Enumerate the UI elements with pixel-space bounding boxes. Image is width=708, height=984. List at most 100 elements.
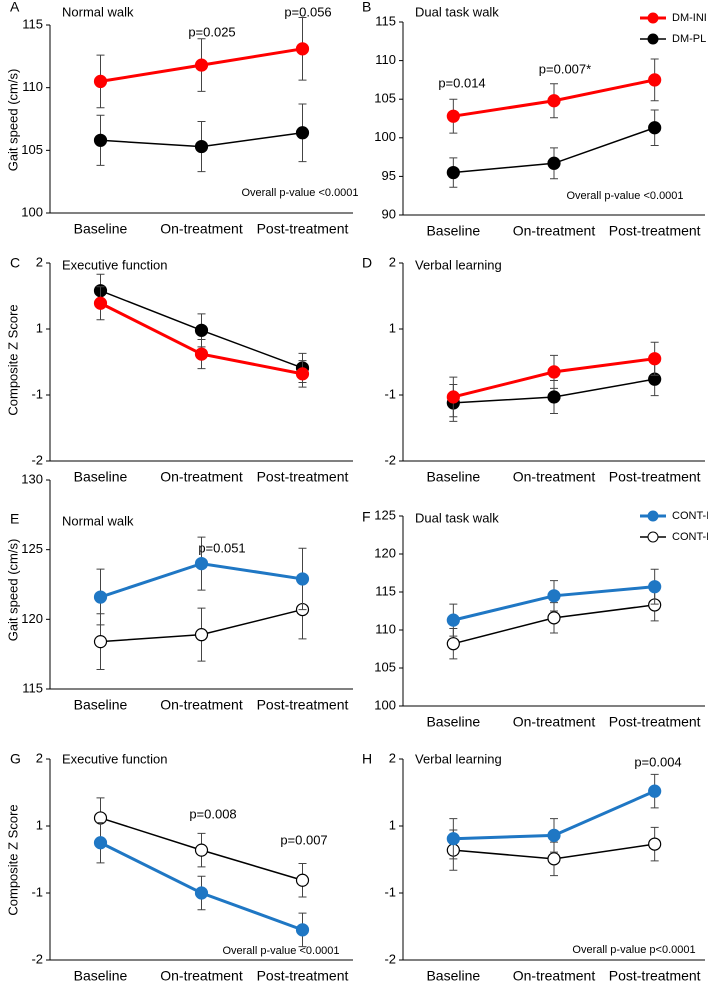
x-tick-label: Baseline xyxy=(74,221,128,237)
x-tick-label: Baseline xyxy=(426,714,480,730)
x-tick-label: On-treatment xyxy=(160,469,243,485)
x-tick-label: Post-treatment xyxy=(609,968,701,984)
data-point xyxy=(194,556,209,571)
panel-title: Dual task walk xyxy=(415,510,499,525)
panel-title: Executive function xyxy=(62,751,168,766)
data-point xyxy=(295,367,310,381)
data-point xyxy=(93,590,108,604)
legend-label: CONT-INI xyxy=(672,510,708,522)
y-axis-label: Composite Z Score xyxy=(5,804,20,915)
legend-marker xyxy=(647,33,659,45)
x-tick-label: Post-treatment xyxy=(257,469,349,485)
x-tick-label: On-treatment xyxy=(160,697,243,713)
y-tick-label: -2 xyxy=(31,452,43,467)
data-point xyxy=(93,296,108,310)
x-tick-label: Baseline xyxy=(426,223,480,239)
y-tick-label: -1 xyxy=(384,386,396,401)
data-point xyxy=(648,784,662,798)
panel-title: Verbal learning xyxy=(415,751,502,766)
y-tick-label: 120 xyxy=(374,545,396,560)
x-tick-label: On-treatment xyxy=(513,714,596,730)
data-point xyxy=(547,852,561,866)
data-point xyxy=(446,390,460,404)
x-tick-label: On-treatment xyxy=(513,223,596,239)
panel-title: Normal walk xyxy=(62,4,134,19)
y-tick-label: 100 xyxy=(374,697,396,712)
x-tick-label: On-treatment xyxy=(160,968,243,984)
data-point xyxy=(93,133,108,147)
data-point xyxy=(295,873,310,887)
panel-title: Executive function xyxy=(62,257,168,272)
y-tick-label: 2 xyxy=(36,750,43,765)
annotation: p=0.025 xyxy=(188,24,235,39)
x-tick-label: Baseline xyxy=(74,697,128,713)
y-tick-label: 115 xyxy=(22,680,43,695)
legend-marker xyxy=(647,510,659,522)
panel-letter: D xyxy=(362,255,372,271)
y-axis-label: Gait speed (cm/s) xyxy=(5,539,20,642)
y-tick-label: 2 xyxy=(389,750,396,765)
x-tick-label: Post-treatment xyxy=(609,714,701,730)
data-point xyxy=(446,165,460,180)
y-tick-label: 95 xyxy=(382,168,396,183)
annotation: Overall p-value <0.0001 xyxy=(222,945,339,957)
data-point xyxy=(648,352,662,366)
x-tick-label: Post-treatment xyxy=(257,221,349,237)
data-point xyxy=(648,837,662,851)
y-tick-label: 105 xyxy=(374,659,396,674)
x-tick-label: Post-treatment xyxy=(257,697,349,713)
panel-title: Dual task walk xyxy=(415,4,499,19)
y-tick-label: 115 xyxy=(22,16,43,31)
y-tick-label: 125 xyxy=(21,541,43,556)
y-axis-label: Composite Z Score xyxy=(5,304,20,415)
x-tick-label: Post-treatment xyxy=(609,223,701,239)
y-tick-label: 130 xyxy=(21,471,43,486)
x-tick-label: Post-treatment xyxy=(257,968,349,984)
y-tick-label: 1 xyxy=(36,320,43,335)
data-point xyxy=(194,886,209,900)
panel-letter: E xyxy=(10,511,19,527)
data-point xyxy=(648,121,662,135)
data-point xyxy=(648,580,662,594)
y-tick-label: 1 xyxy=(389,817,396,832)
y-axis-label: Gait speed (cm/s) xyxy=(5,69,20,172)
y-tick-label: 1 xyxy=(389,320,396,335)
panel-title: Normal walk xyxy=(62,513,134,528)
y-tick-label: 115 xyxy=(375,583,396,598)
y-tick-label: -1 xyxy=(384,884,396,899)
y-tick-label: 2 xyxy=(36,254,43,269)
y-tick-label: -2 xyxy=(31,951,43,966)
x-tick-label: Baseline xyxy=(74,968,128,984)
annotation: p=0.008 xyxy=(189,806,236,821)
data-point xyxy=(547,94,561,108)
data-point xyxy=(194,628,209,642)
data-point xyxy=(93,635,108,649)
y-tick-label: 120 xyxy=(21,611,43,626)
annotation: Overall p-value p<0.0001 xyxy=(572,944,695,956)
data-point xyxy=(295,572,310,586)
data-point xyxy=(547,365,561,379)
data-point xyxy=(194,139,209,154)
data-point xyxy=(547,589,561,603)
legend-marker xyxy=(647,531,659,543)
data-point xyxy=(446,613,460,627)
annotation: p=0.007 xyxy=(280,832,327,847)
data-point xyxy=(648,73,662,87)
y-tick-label: 110 xyxy=(22,79,43,94)
panel-letter: B xyxy=(362,0,371,15)
y-tick-label: 125 xyxy=(374,507,396,522)
y-tick-label: 1 xyxy=(36,817,43,832)
panel-letter: A xyxy=(10,0,20,15)
y-tick-label: 100 xyxy=(374,129,396,144)
x-tick-label: On-treatment xyxy=(160,221,243,237)
annotation: p=0.007* xyxy=(539,61,591,76)
data-point xyxy=(194,843,209,857)
annotation: Overall p-value <0.0001 xyxy=(241,187,358,199)
legend-label: CONT-PL xyxy=(672,531,708,543)
y-tick-label: 115 xyxy=(375,13,396,28)
data-point xyxy=(547,611,561,625)
panel-letter: G xyxy=(10,751,21,767)
data-point xyxy=(446,109,460,123)
x-tick-label: On-treatment xyxy=(513,968,596,984)
